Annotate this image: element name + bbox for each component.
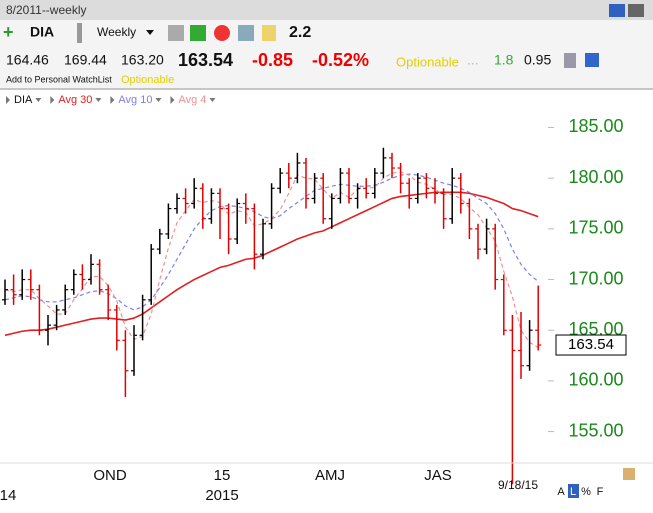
legend-dropdown [95,98,102,102]
dots: ... [467,52,479,68]
footer-button[interactable]: L [570,486,576,498]
legend-entry: DIA [14,94,33,106]
footer-button[interactable]: % [581,486,591,498]
moving-average [4,191,539,337]
x-label: 14 [0,487,16,504]
add-icon[interactable]: + [3,22,14,42]
y-tick-label: 165.00 [568,319,623,339]
high: 169.44 [64,52,107,68]
s-button[interactable] [609,4,625,17]
dropdown[interactable] [146,30,154,35]
open: 164.46 [6,52,49,68]
legend-dropdown [35,98,42,102]
symbol[interactable]: DIA [30,24,54,40]
x-label: JAS [424,467,452,484]
legend-entry: Avg 4 [178,94,206,106]
x-label: 2015 [205,487,238,504]
last-price-box [555,334,627,356]
last-price-label: 163.54 [568,336,614,353]
low: 163.20 [121,52,164,68]
x-label: 9/18/15 [498,478,538,492]
last: 163.54 [178,50,233,70]
legend-arrow [6,96,10,104]
change: -0.85 [252,50,293,70]
db-icon[interactable] [564,53,576,68]
footer-button[interactable]: F [597,486,604,498]
edit-icon[interactable] [623,468,635,480]
legend-entry: Avg 10 [118,94,152,106]
y-tick-label: 170.00 [568,268,623,288]
legend-entry: Avg 30 [58,94,92,106]
note-icon[interactable] [262,25,276,41]
alarm-icon[interactable] [214,25,230,41]
footer-highlight [568,484,579,498]
y-tick-label: 155.00 [568,420,623,440]
y-tick-label: 175.00 [568,218,623,238]
watchlist-link[interactable]: Add to Personal WatchList [6,74,112,84]
optionable-2: Optionable [121,74,174,86]
tool-icon[interactable] [168,25,184,41]
legend-arrow [50,96,55,104]
legend-arrow [110,96,115,104]
y-tick-label: 185.00 [568,116,623,136]
window-title: 8/2011--weekly [6,3,86,17]
y-tick-label: 180.00 [568,167,623,187]
grip [77,23,82,43]
period[interactable]: Weekly [97,25,136,39]
optionable: Optionable [396,54,459,69]
value-1: 1.8 [494,52,514,68]
t-button[interactable] [628,4,644,17]
legend-dropdown [155,98,162,102]
save-icon[interactable] [585,53,599,67]
value-2: 0.95 [524,52,551,68]
legend-dropdown [209,98,216,102]
x-label: AMJ [315,467,345,484]
x-label: 15 [214,467,231,484]
legend-arrow [170,96,175,104]
title-bar [0,0,653,20]
chart-icon[interactable] [190,25,206,41]
change-pct: -0.52% [312,50,369,70]
footer-button[interactable]: A [557,486,565,498]
y-tick-label: 160.00 [568,370,623,390]
x-label: OND [93,467,127,484]
grid-icon[interactable] [238,25,254,41]
indicator: 2.2 [289,24,311,41]
toolbar [0,20,653,90]
